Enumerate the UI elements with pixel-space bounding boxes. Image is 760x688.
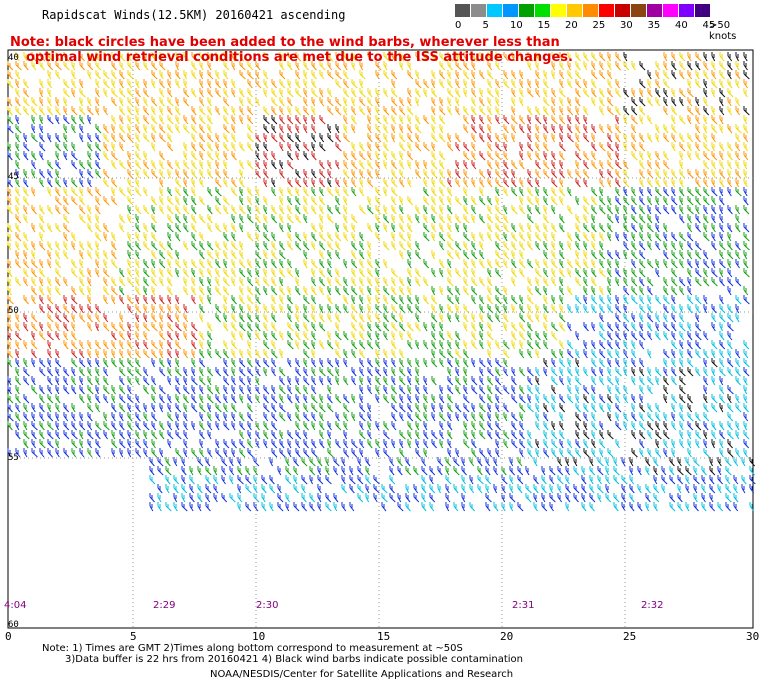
footer-note-1: Note: 1) Times are GMT 2)Times along bot… bbox=[42, 643, 463, 654]
x-tick-10: 10 bbox=[252, 630, 266, 643]
legend-label: 0 bbox=[455, 20, 462, 31]
legend-swatch bbox=[455, 4, 470, 17]
legend-label: 35 bbox=[647, 20, 661, 31]
lat-tick-60: 60 bbox=[8, 620, 19, 630]
x-tick-15: 15 bbox=[377, 630, 391, 643]
legend-swatch bbox=[599, 4, 614, 17]
legend-swatch bbox=[471, 4, 486, 17]
legend-swatch bbox=[503, 4, 518, 17]
x-tick-30: 30 bbox=[746, 630, 760, 643]
legend-swatch bbox=[487, 4, 502, 17]
legend-swatch bbox=[631, 4, 646, 17]
lat-tick-55: 55 bbox=[8, 453, 19, 463]
footer-note-2: 3)Data buffer is 22 hrs from 20160421 4)… bbox=[65, 654, 523, 665]
x-tick-20: 20 bbox=[500, 630, 514, 643]
lat-tick-45: 45 bbox=[8, 172, 19, 182]
legend-swatch bbox=[647, 4, 662, 17]
lat-tick-50: 50 bbox=[8, 306, 19, 316]
legend-label: 5 bbox=[482, 20, 489, 31]
grid-lines bbox=[8, 50, 753, 628]
legend-swatch bbox=[615, 4, 630, 17]
note-line-2: optimal wind retrieval conditions are me… bbox=[26, 50, 573, 65]
legend-label: 45 bbox=[702, 20, 716, 31]
legend-label: 40 bbox=[675, 20, 688, 31]
lat-tick-40: 40 bbox=[8, 53, 19, 63]
legend-label: 15 bbox=[537, 20, 551, 31]
x-tick-0: 0 bbox=[5, 630, 12, 643]
legend-label: >50 knots bbox=[709, 20, 737, 42]
legend-swatch bbox=[583, 4, 598, 17]
note-line-1: Note: black circles have been added to t… bbox=[10, 35, 560, 50]
legend-label: 10 bbox=[510, 20, 523, 31]
time-label-2: 2:29 bbox=[153, 600, 176, 611]
map-frame bbox=[7, 49, 754, 629]
legend-swatch bbox=[663, 4, 678, 17]
time-label-5: 2:32 bbox=[641, 600, 664, 611]
map-title: Rapidscat Winds(12.5KM) 20160421 ascendi… bbox=[42, 8, 346, 22]
time-label-3: 2:30 bbox=[256, 600, 279, 611]
legend-swatch bbox=[695, 4, 710, 17]
x-tick-25: 25 bbox=[623, 630, 637, 643]
time-label-1: 4:04 bbox=[4, 600, 27, 611]
legend-swatch bbox=[567, 4, 582, 17]
footer-credit: NOAA/NESDIS/Center for Satellite Applica… bbox=[210, 669, 514, 680]
legend-swatch bbox=[551, 4, 566, 17]
wind-barbs-layer bbox=[7, 52, 756, 512]
time-label-4: 2:31 bbox=[512, 600, 535, 611]
legend-swatch bbox=[519, 4, 534, 17]
legend-label: 20 bbox=[565, 20, 578, 31]
legend-label: 30 bbox=[620, 20, 633, 31]
x-tick-5: 5 bbox=[130, 630, 137, 643]
legend-label: 25 bbox=[592, 20, 606, 31]
legend-swatch bbox=[535, 4, 550, 17]
attitude-note: Note: black circles have been added to t… bbox=[10, 35, 573, 65]
legend-swatch bbox=[679, 4, 694, 17]
